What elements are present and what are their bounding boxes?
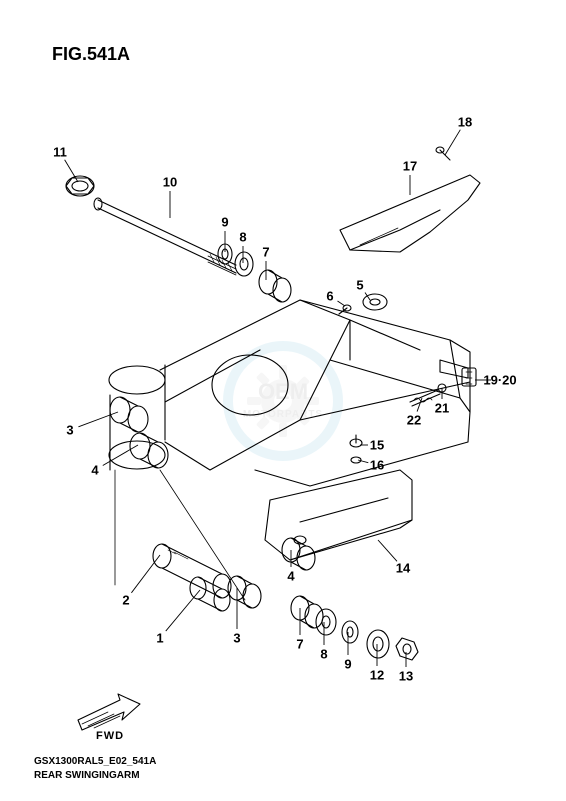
- callout-3: 3: [66, 423, 73, 438]
- part-8-left: [235, 252, 253, 276]
- part-17: [340, 175, 480, 252]
- watermark-text-top: OEM: [258, 379, 308, 404]
- callout-5: 5: [356, 278, 363, 293]
- callout-19-20: 19·20: [483, 373, 516, 388]
- part-10: [94, 198, 236, 275]
- callout-4: 4: [287, 569, 294, 584]
- callout-17: 17: [403, 159, 417, 174]
- callout-11: 11: [53, 145, 67, 160]
- part-8-lower: [316, 609, 336, 635]
- footer-part-name: REAR SWINGINGARM: [34, 770, 140, 781]
- fwd-label: FWD: [96, 730, 124, 742]
- callout-22: 22: [407, 413, 421, 428]
- callout-6: 6: [326, 289, 333, 304]
- figure-title: FIG.541A: [52, 44, 130, 65]
- callout-4: 4: [91, 463, 98, 478]
- callout-13: 13: [399, 669, 413, 684]
- part-3-upper: [110, 397, 148, 432]
- part-9-lower: [342, 621, 358, 643]
- part-11: [66, 176, 94, 196]
- fwd-arrow-icon: [78, 694, 140, 730]
- watermark: OEM MOTORPARTS: [213, 331, 353, 471]
- callout-8: 8: [320, 647, 327, 662]
- callout-8: 8: [239, 230, 246, 245]
- part-19-20: [462, 368, 476, 386]
- callout-12: 12: [370, 668, 384, 683]
- callout-9: 9: [221, 215, 228, 230]
- callout-16: 16: [370, 458, 384, 473]
- callout-14: 14: [396, 561, 410, 576]
- part-12: [367, 630, 389, 658]
- part-9-left: [218, 244, 232, 264]
- part-21: [438, 384, 446, 392]
- callout-7: 7: [296, 637, 303, 652]
- part-4-upper: [130, 433, 168, 468]
- callout-7: 7: [262, 245, 269, 260]
- callout-1: 1: [156, 631, 163, 646]
- part-6: [339, 305, 351, 314]
- footer-model: GSX1300RAL5_E02_541A: [34, 756, 156, 767]
- part-4-lower: [282, 538, 315, 570]
- page-root: FIG.541A OEM MOTORPARTS: [0, 0, 566, 801]
- part-14: [265, 470, 412, 560]
- callout-15: 15: [370, 438, 384, 453]
- callout-2: 2: [122, 593, 129, 608]
- part-7-left: [259, 270, 291, 302]
- callout-3: 3: [233, 631, 240, 646]
- part-3-lower: [228, 576, 261, 608]
- part-18: [436, 147, 450, 160]
- part-7-lower: [291, 596, 323, 628]
- part-1: [190, 577, 230, 611]
- watermark-text-bottom: MOTORPARTS: [243, 409, 323, 420]
- callout-10: 10: [163, 175, 177, 190]
- part-2: [153, 544, 231, 598]
- callout-21: 21: [435, 401, 449, 416]
- part-5: [363, 294, 387, 310]
- callout-18: 18: [458, 115, 472, 130]
- callout-9: 9: [344, 657, 351, 672]
- part-13: [396, 638, 418, 660]
